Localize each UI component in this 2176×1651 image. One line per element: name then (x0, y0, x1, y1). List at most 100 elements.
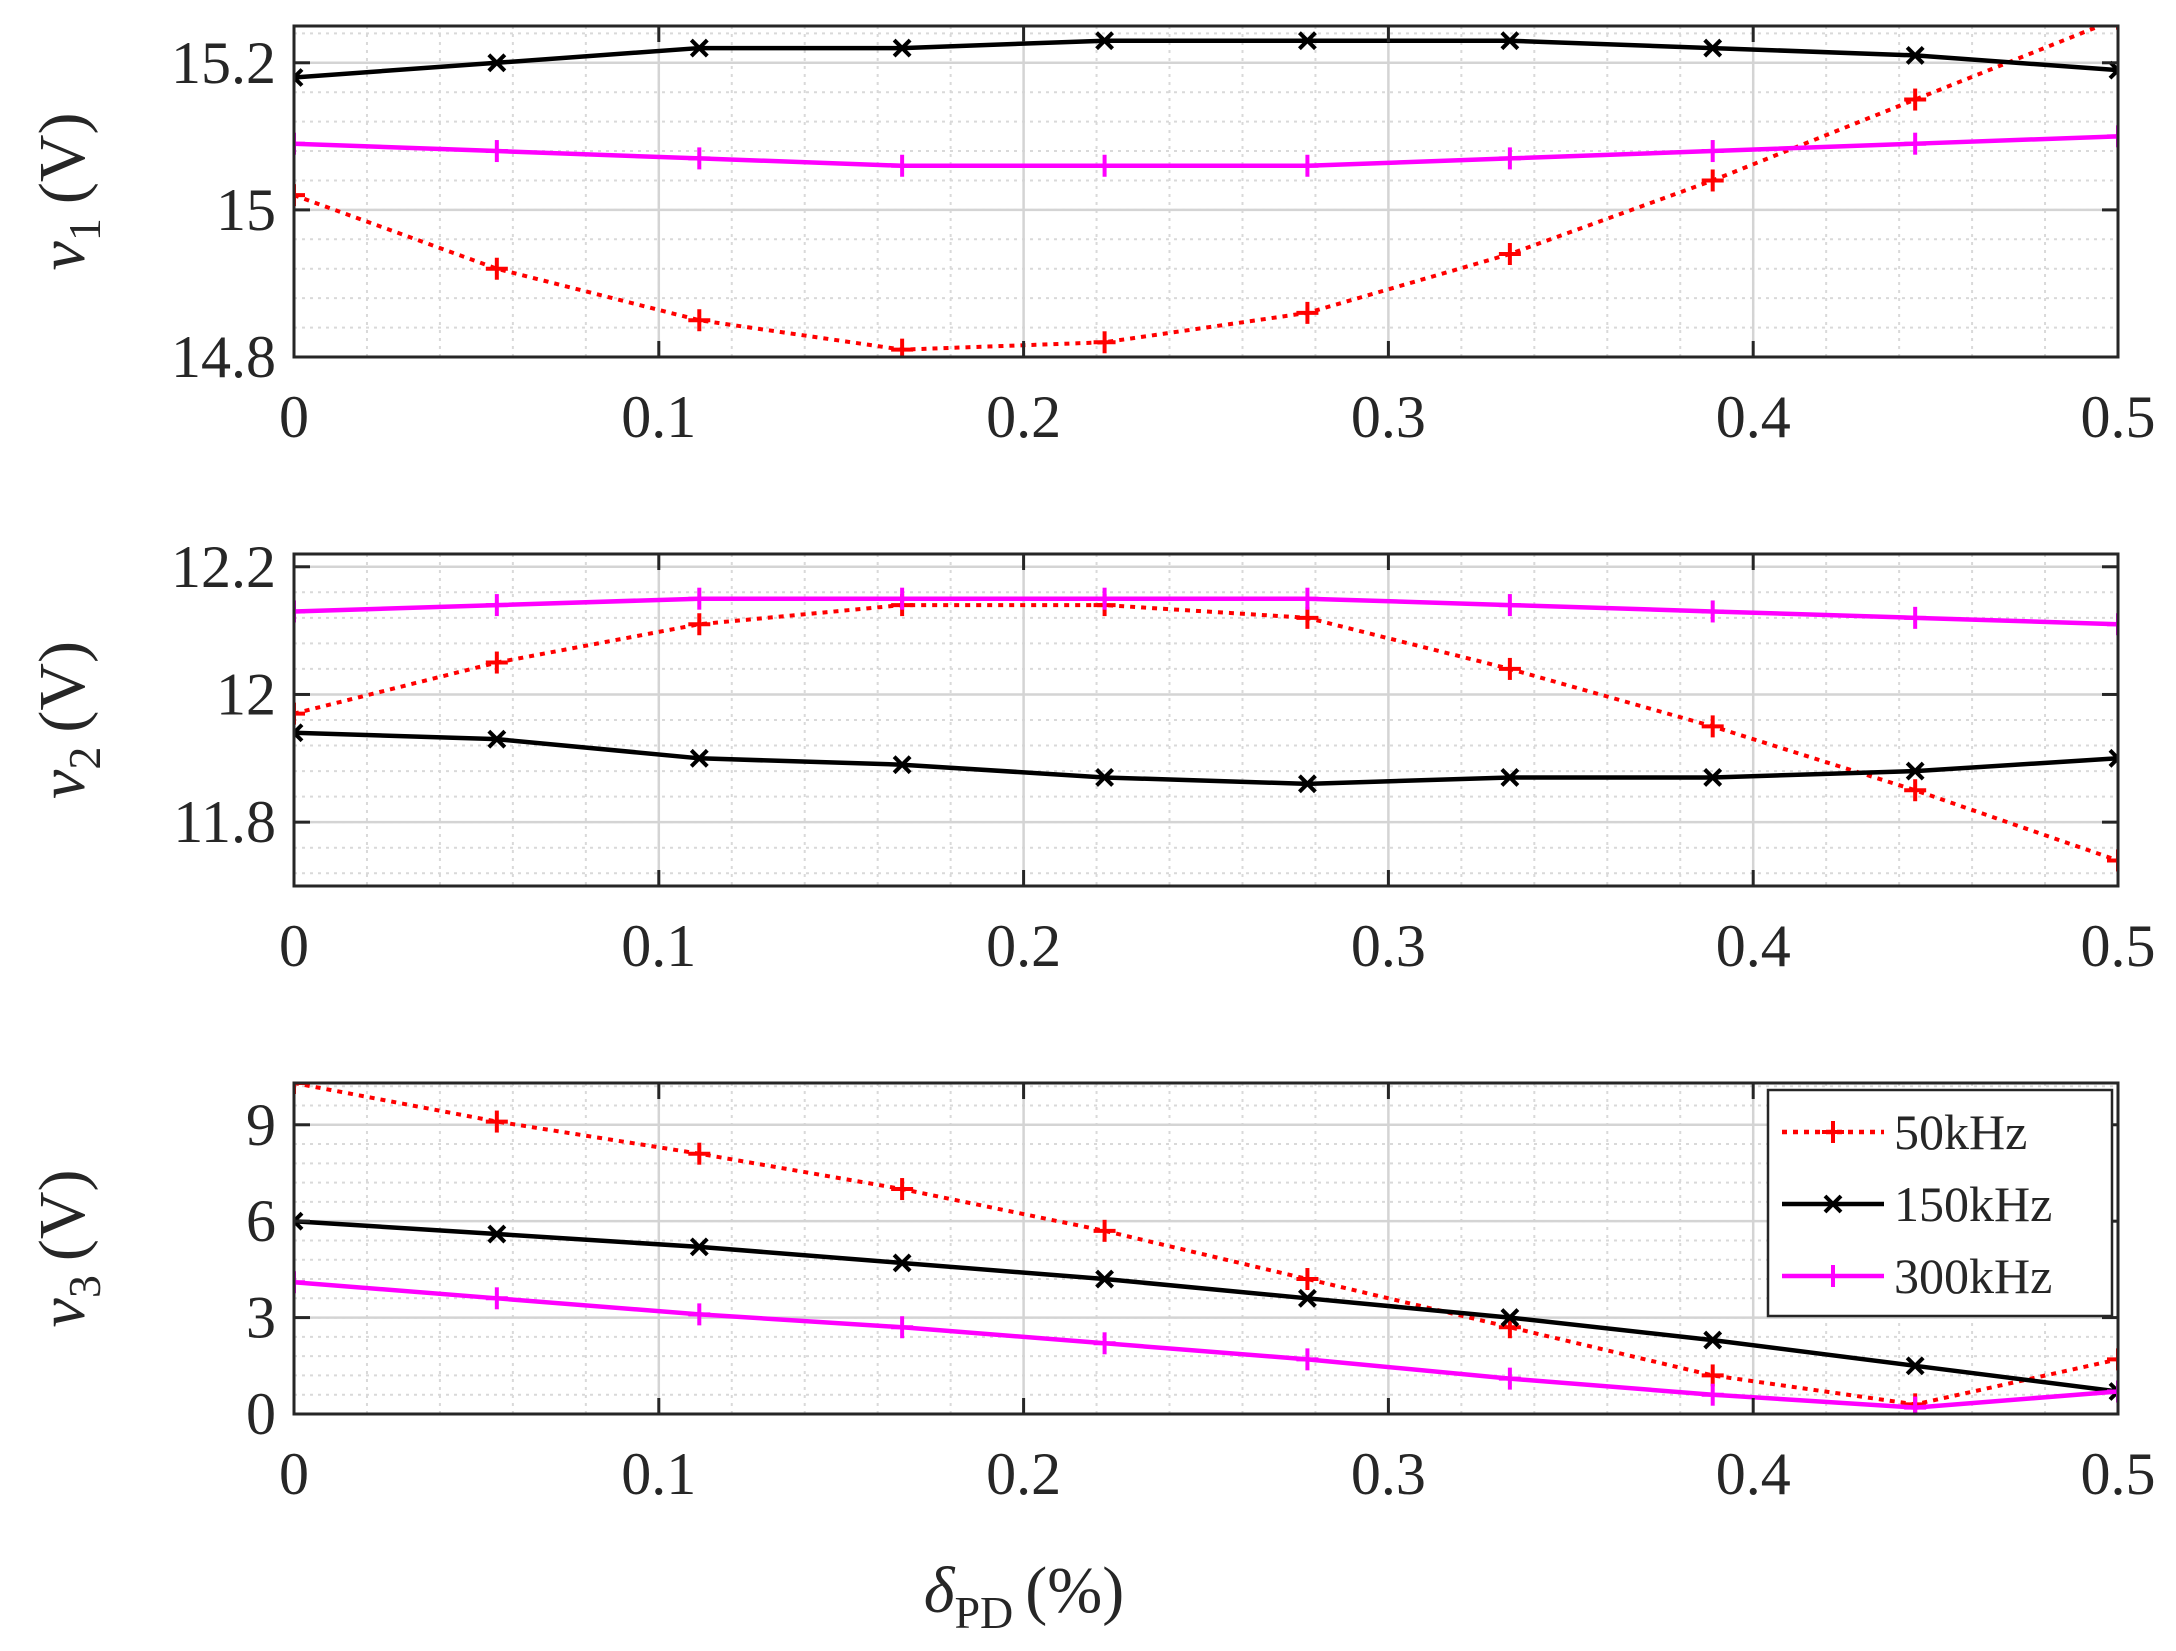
legend-label: 50kHz (1894, 1104, 2027, 1160)
data-point-300kHz (688, 147, 711, 170)
data-point-50kHz (485, 1110, 508, 1133)
y-axis-label: v3(V) (26, 1170, 110, 1328)
data-point-300kHz (2107, 613, 2118, 636)
x-tick-label: 0 (279, 384, 309, 450)
data-point-150kHz (1703, 1330, 1723, 1350)
data-point-300kHz (1701, 600, 1724, 623)
data-point-300kHz (1093, 154, 1116, 177)
data-point-300kHz (1296, 154, 1319, 177)
data-point-300kHz (688, 1303, 711, 1326)
data-point-50kHz (1701, 169, 1724, 192)
y-tick-label: 9 (246, 1092, 276, 1158)
x-axis-label: δPD (%) (924, 1554, 1124, 1638)
data-point-50kHz (688, 309, 711, 332)
data-point-150kHz (2108, 60, 2118, 80)
data-point-300kHz (294, 1271, 305, 1294)
data-point-150kHz (487, 53, 507, 73)
data-point-300kHz (1093, 587, 1116, 610)
series-line-150kHz (294, 1218, 2118, 1394)
y-tick-label: 0 (246, 1381, 276, 1447)
x-tick-label: 0.2 (986, 1441, 1061, 1507)
data-point-150kHz (1500, 768, 1520, 787)
data-point-300kHz (2107, 1380, 2118, 1403)
data-point-150kHz (1500, 31, 1520, 51)
x-tick-label: 0 (279, 913, 309, 979)
data-point-300kHz (2107, 125, 2118, 148)
data-point-150kHz (1298, 774, 1317, 794)
data-point-50kHz (1701, 1364, 1724, 1387)
data-point-300kHz (1904, 132, 1927, 155)
data-point-300kHz (485, 1287, 508, 1310)
data-point-300kHz (688, 587, 711, 610)
data-point-50kHz (2107, 1348, 2118, 1371)
data-point-150kHz (1703, 38, 1723, 58)
data-point-50kHz (485, 651, 508, 674)
series-150kHz (294, 1211, 2118, 1401)
v1-subplot: 0 0.1 0.2 0.3 0.4 0.5 14.8 15 15.2 v1(V) (26, 24, 2156, 450)
data-point-50kHz (1498, 243, 1521, 266)
grid (294, 26, 2118, 357)
data-point-150kHz (1703, 768, 1723, 787)
data-point-50kHz (688, 1142, 711, 1165)
data-point-50kHz (1904, 779, 1927, 802)
series-line-300kHz (294, 1279, 2118, 1410)
data-point-150kHz (1905, 46, 1925, 65)
data-point-300kHz (1296, 587, 1319, 610)
data-point-300kHz (1296, 1348, 1319, 1371)
legend-marker (1822, 1121, 1844, 1143)
data-point-50kHz (2107, 849, 2118, 872)
data-point-150kHz (892, 38, 912, 58)
x-tick-label: 0 (279, 1441, 309, 1507)
data-point-150kHz (1298, 31, 1317, 51)
data-point-150kHz (689, 38, 709, 58)
series-line-50kHz (294, 603, 2118, 863)
data-point-300kHz (1701, 1383, 1724, 1406)
data-point-50kHz (294, 184, 305, 207)
legend-label: 150kHz (1894, 1176, 2052, 1232)
y-tick-label: 3 (246, 1285, 276, 1351)
legend-entry-300kHz: 300kHz (1782, 1248, 2052, 1304)
legend-marker (1822, 1265, 1844, 1287)
data-point-50kHz (1296, 1268, 1319, 1291)
data-point-50kHz (1701, 715, 1724, 738)
y-tick-label: 6 (246, 1188, 276, 1254)
series-line-50kHz (294, 1083, 2118, 1407)
data-point-300kHz (891, 587, 914, 610)
series-300kHz (294, 587, 2118, 636)
x-tick-label: 0.4 (1716, 384, 1791, 450)
data-point-150kHz (487, 729, 507, 749)
x-tick-label: 0.2 (986, 384, 1061, 450)
data-point-300kHz (1093, 1332, 1116, 1355)
x-tick-label: 0.5 (2081, 913, 2156, 979)
data-point-150kHz (1905, 761, 1925, 781)
data-point-300kHz (294, 132, 305, 155)
data-point-50kHz (1093, 331, 1116, 354)
data-point-50kHz (1498, 657, 1521, 680)
axes-box (292, 24, 2120, 359)
series-50kHz (294, 26, 2118, 357)
data-point-300kHz (891, 1316, 914, 1339)
series-300kHz (294, 1271, 2118, 1414)
data-point-150kHz (294, 68, 304, 87)
y-axis-label: v1(V) (26, 113, 110, 271)
data-point-150kHz (1905, 1356, 1925, 1376)
x-tick-label: 0.3 (1351, 384, 1426, 450)
plot-area (294, 26, 2118, 357)
series-150kHz (294, 723, 2118, 794)
data-point-300kHz (1904, 1396, 1927, 1414)
data-point-150kHz (294, 723, 304, 743)
data-point-150kHz (2108, 1382, 2118, 1401)
data-point-150kHz (892, 755, 912, 775)
x-tick-label: 0.1 (621, 1441, 696, 1507)
data-point-50kHz (294, 702, 305, 725)
y-tick-label: 12.2 (171, 534, 276, 600)
v2-subplot: 0 0.1 0.2 0.3 0.4 0.5 11.8 12 12.2 v2(V) (26, 534, 2156, 979)
series-line-300kHz (294, 134, 2118, 169)
x-tick-label: 0.4 (1716, 1441, 1791, 1507)
series-line-150kHz (294, 730, 2118, 787)
data-point-150kHz (294, 1211, 304, 1231)
x-tick-label: 0.3 (1351, 913, 1426, 979)
series-line-300kHz (294, 596, 2118, 627)
data-point-300kHz (1498, 594, 1521, 617)
